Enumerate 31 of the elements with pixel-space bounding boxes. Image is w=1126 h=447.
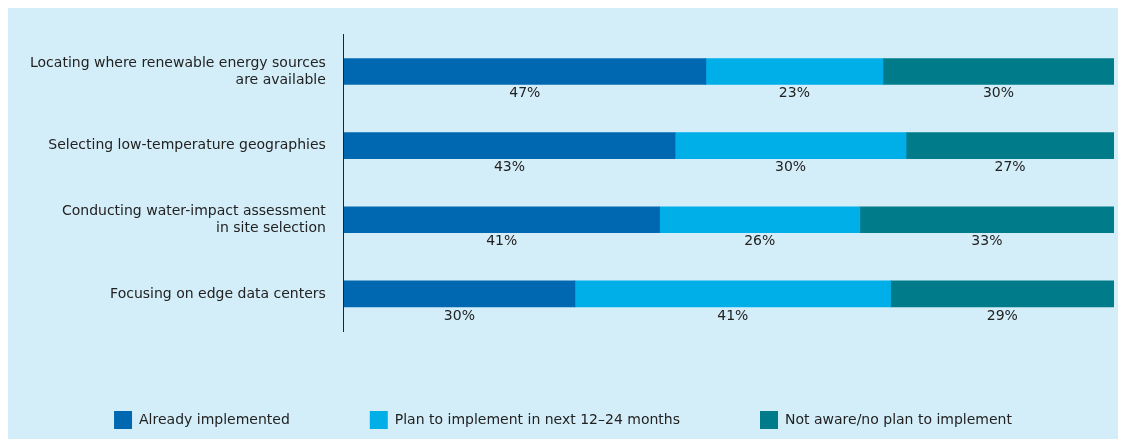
- bar: [882, 58, 1114, 85]
- data-label: 27%: [994, 158, 1026, 175]
- y-tick-label: Focusing on edge data centers: [110, 284, 326, 301]
- legend-label: Already implemented: [139, 410, 290, 427]
- data-label: 26%: [744, 232, 776, 249]
- legend-label: Not aware/no plan to implement: [785, 410, 1013, 427]
- data-label: 41%: [486, 232, 518, 249]
- data-label: 29%: [986, 306, 1018, 323]
- data-label: 23%: [778, 84, 810, 101]
- legend-label: Plan to implement in next 12–24 months: [394, 410, 681, 427]
- bar: [659, 206, 861, 234]
- bar: [674, 132, 907, 159]
- data-label: 47%: [509, 84, 541, 101]
- bar: [343, 58, 707, 85]
- bar: [905, 132, 1114, 159]
- data-label: 43%: [493, 158, 526, 175]
- data-label: 30%: [774, 158, 807, 175]
- y-tick-label: Locating where renewable energy sources are available: [29, 53, 326, 87]
- bar: [574, 280, 891, 308]
- bar: [343, 132, 676, 159]
- data-label: 30%: [982, 84, 1015, 101]
- bar: [705, 58, 884, 85]
- bar: [343, 206, 660, 234]
- data-label: 33%: [971, 232, 1003, 249]
- y-tick-label: Conducting water-impact assessment in site selection: [61, 202, 327, 235]
- data-label: 30%: [443, 306, 475, 323]
- bar: [859, 206, 1114, 234]
- y-tick-label: Selecting low-temperature geographies: [48, 136, 326, 153]
- bar: [890, 280, 1114, 308]
- bar: [343, 280, 576, 308]
- data-label: 41%: [717, 306, 749, 323]
